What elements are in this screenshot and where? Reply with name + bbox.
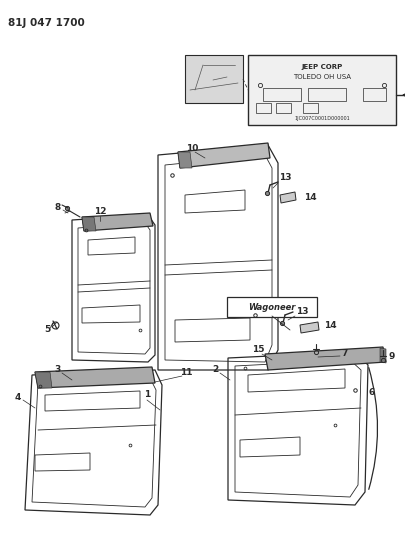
Text: 15: 15 <box>251 345 264 354</box>
Text: 8: 8 <box>55 203 61 212</box>
Text: Wagoneer: Wagoneer <box>248 303 295 311</box>
Text: TOLEDO OH USA: TOLEDO OH USA <box>292 74 350 80</box>
Text: 14: 14 <box>303 192 315 201</box>
Polygon shape <box>82 217 96 231</box>
Polygon shape <box>177 152 192 168</box>
Text: 7: 7 <box>341 350 347 359</box>
Text: 13: 13 <box>278 174 290 182</box>
Polygon shape <box>177 143 269 168</box>
Text: JEEP CORP: JEEP CORP <box>301 64 342 70</box>
Polygon shape <box>299 322 318 333</box>
Polygon shape <box>279 192 295 203</box>
Polygon shape <box>35 367 155 388</box>
Text: 3: 3 <box>55 366 61 375</box>
Text: 13: 13 <box>295 308 307 317</box>
Text: 6: 6 <box>368 389 374 398</box>
FancyBboxPatch shape <box>226 297 316 317</box>
Text: 14: 14 <box>323 321 335 330</box>
FancyBboxPatch shape <box>247 55 395 125</box>
Text: 1: 1 <box>143 391 150 400</box>
Text: 11: 11 <box>179 368 192 377</box>
Text: 5: 5 <box>44 326 50 335</box>
Text: 10: 10 <box>185 143 198 152</box>
Text: 4: 4 <box>15 393 21 402</box>
Polygon shape <box>379 348 385 363</box>
Polygon shape <box>82 213 153 231</box>
Text: 81J 047 1700: 81J 047 1700 <box>8 18 85 28</box>
Text: 9: 9 <box>388 352 394 361</box>
Polygon shape <box>35 372 52 388</box>
Text: 12: 12 <box>94 207 106 216</box>
FancyBboxPatch shape <box>185 55 243 103</box>
Polygon shape <box>264 347 385 370</box>
Text: 2: 2 <box>211 366 217 375</box>
Text: 1JC007C0001D000001: 1JC007C0001D000001 <box>293 116 349 120</box>
